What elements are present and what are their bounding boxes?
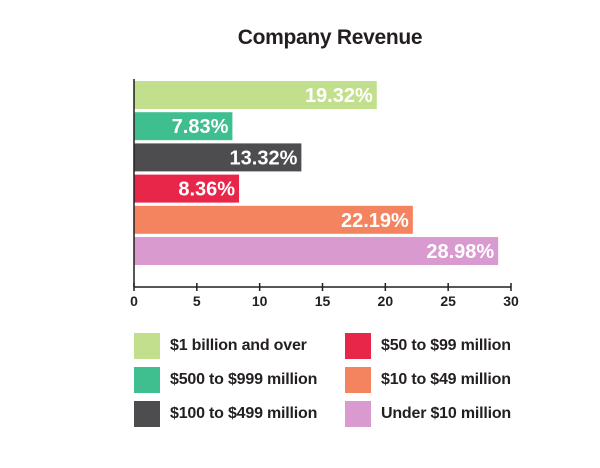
bar xyxy=(134,205,413,234)
bar-value-label: 13.32% xyxy=(230,147,298,169)
legend-label: $1 billion and over xyxy=(170,337,307,354)
legend-swatch xyxy=(134,367,160,393)
x-tick-label: 0 xyxy=(130,293,138,309)
x-tick-label: 30 xyxy=(503,293,519,309)
legend-label: $50 to $99 million xyxy=(381,337,511,354)
bar-value-label: 19.32% xyxy=(305,85,373,107)
legend-swatch xyxy=(345,367,371,393)
x-tick-label: 20 xyxy=(378,293,394,309)
legend-item: $50 to $99 million xyxy=(345,333,511,359)
bar-value-label: 7.83% xyxy=(172,116,229,138)
x-tick-label: 25 xyxy=(440,293,456,309)
legend-item: $100 to $499 million xyxy=(134,401,317,427)
legend-swatch xyxy=(345,333,371,359)
legend-swatch xyxy=(134,333,160,359)
bar xyxy=(134,174,240,203)
bar xyxy=(134,237,499,265)
legend-label: $500 to $999 million xyxy=(170,371,318,388)
bar-value-label: 28.98% xyxy=(426,241,494,263)
legend-item: $10 to $49 million xyxy=(345,367,511,393)
bar-value-label: 22.19% xyxy=(341,210,409,232)
bar xyxy=(134,112,233,141)
legend-label: $10 to $49 million xyxy=(381,371,511,388)
legend-item: $500 to $999 million xyxy=(134,367,317,393)
legend-swatch xyxy=(345,401,371,427)
legend-label: Under $10 million xyxy=(381,405,511,422)
bar xyxy=(134,81,377,109)
chart-title: Company Revenue xyxy=(237,26,423,49)
x-tick-label: 15 xyxy=(315,293,331,309)
x-tick-label: 10 xyxy=(252,293,268,309)
legend-swatch xyxy=(134,401,160,427)
x-tick-label: 5 xyxy=(193,293,201,309)
bar xyxy=(134,143,302,172)
legend-item: $1 billion and over xyxy=(134,333,307,359)
bar-value-label: 8.36% xyxy=(178,179,235,201)
legend-label: $100 to $499 million xyxy=(170,405,318,422)
legend-item: Under $10 million xyxy=(345,401,511,427)
